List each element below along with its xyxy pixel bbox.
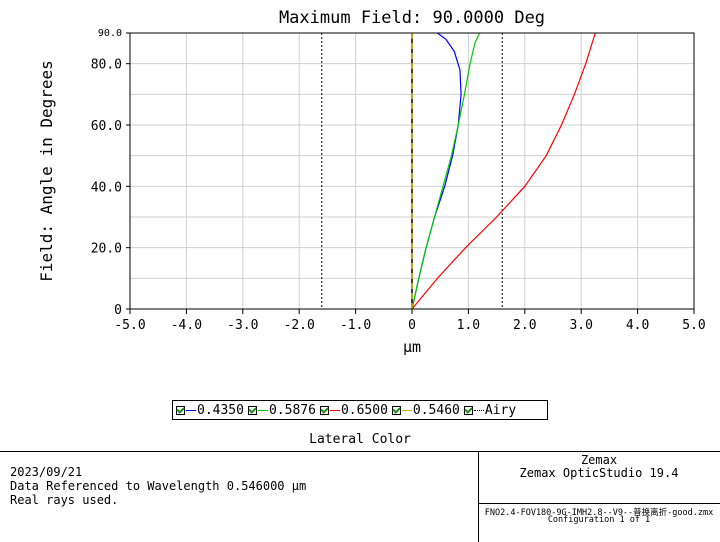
- y-tick-label: 60.0: [91, 119, 122, 134]
- line-swatch-icon: [257, 409, 268, 411]
- company-name: Zemax: [580, 453, 618, 467]
- x-tick-label: 0: [408, 318, 416, 333]
- legend-label: 0.5876: [268, 402, 316, 418]
- series-line-06500: [411, 32, 596, 310]
- legend-item-05876: 0.5876: [247, 402, 316, 418]
- x-tick-label: -4.0: [171, 318, 202, 333]
- configuration-text: Configuration 1 of 1: [547, 515, 651, 525]
- y-axis-label: Field: Angle in Degrees: [37, 60, 56, 282]
- line-swatch-icon: [329, 409, 340, 411]
- series-line-04350: [411, 32, 462, 310]
- checkbox-icon[interactable]: [319, 405, 329, 415]
- legend-label: 0.6500: [340, 402, 388, 418]
- legend: 0.4350 0.5876 0.6500 0.5460 Airy: [172, 400, 548, 420]
- rays-text: Real rays used.: [10, 493, 119, 507]
- legend-item-065: 0.6500: [319, 402, 388, 418]
- line-swatch-icon: [401, 409, 412, 411]
- series-line-05876: [411, 32, 481, 310]
- divider: [478, 503, 720, 504]
- x-tick-label: 2.0: [513, 318, 536, 333]
- divider: [478, 451, 479, 542]
- x-tick-label: 5.0: [682, 318, 705, 333]
- y-tick-label: 20.0: [91, 242, 122, 257]
- x-axis-label: µm: [403, 338, 421, 356]
- x-tick-label: 1.0: [457, 318, 480, 333]
- legend-item-airy: Airy: [463, 402, 517, 418]
- checkbox-icon[interactable]: [247, 405, 257, 415]
- legend-item-0546: 0.5460: [391, 402, 460, 418]
- x-tick-label: -5.0: [114, 318, 145, 333]
- checkbox-icon[interactable]: [176, 405, 185, 415]
- reference-text: Data Referenced to Wavelength 0.546000 µ…: [10, 479, 307, 493]
- file-name: FNO2.4-FOV180-9G-IMH2.8--V9--普换离折-good.z…: [484, 508, 714, 518]
- line-swatch-icon: [473, 409, 484, 411]
- y-tick-label: 40.0: [91, 180, 122, 195]
- legend-label: Airy: [484, 402, 517, 418]
- chart-title: Maximum Field: 90.0000 Deg: [279, 8, 545, 28]
- legend-label: 0.4350: [197, 402, 244, 418]
- y-tick-label: 0: [114, 303, 122, 318]
- checkbox-icon[interactable]: [391, 405, 401, 415]
- legend-item-0435: 0.4350: [176, 403, 244, 418]
- line-swatch-icon: [186, 409, 196, 411]
- x-tick-label: -2.0: [284, 318, 315, 333]
- x-tick-label: -1.0: [340, 318, 371, 333]
- checkbox-icon[interactable]: [463, 405, 473, 415]
- x-tick-label: -3.0: [227, 318, 258, 333]
- x-tick-label: 3.0: [569, 318, 592, 333]
- y-tick-label: 80.0: [91, 58, 122, 73]
- date-text: 2023/09/21: [10, 465, 83, 479]
- divider: [0, 451, 720, 452]
- lateral-color-chart: Maximum Field: 90.0000 Deg -5.0 -4.0 -3.0 -…: [37, 8, 706, 356]
- legend-label: 0.5460: [412, 402, 460, 418]
- x-tick-label: 4.0: [626, 318, 649, 333]
- y-tick-label: 90.0: [98, 28, 122, 39]
- product-name: Zemax OpticStudio 19.4: [519, 466, 679, 480]
- analysis-title: Lateral Color: [309, 432, 411, 447]
